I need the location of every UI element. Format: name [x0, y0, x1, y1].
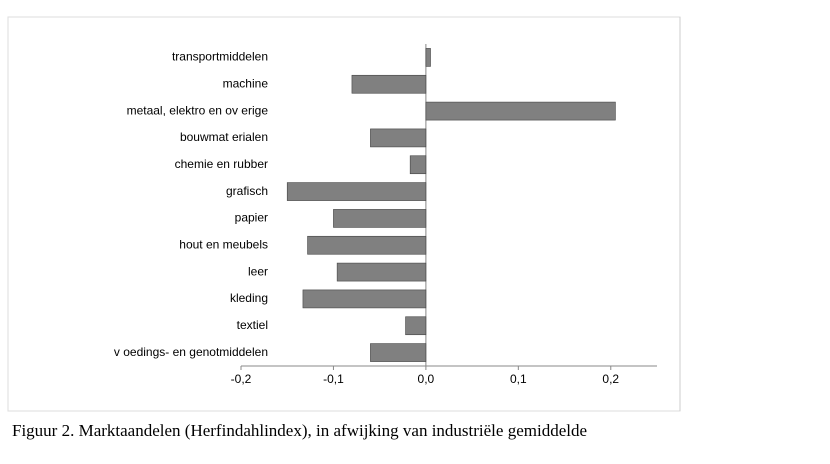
x-tick-label: -0,1: [323, 372, 344, 386]
caption: Figuur 2. Marktaandelen (Herfindahlindex…: [12, 421, 587, 440]
x-tick-label: 0,2: [602, 372, 619, 386]
y-tick-label: textiel: [237, 318, 268, 332]
bar: [370, 343, 427, 362]
bar: [425, 101, 616, 121]
bar: [307, 235, 427, 255]
bar: [336, 262, 427, 282]
y-tick-label: bouwmat erialen: [180, 130, 268, 144]
bar: [351, 74, 427, 94]
x-tick-label: 0,1: [510, 372, 527, 386]
x-tick-label: -0,2: [231, 372, 252, 386]
bar: [409, 155, 427, 175]
bar: [302, 289, 427, 309]
y-tick-label: transportmiddelen: [172, 50, 268, 64]
y-tick-label: chemie en rubber: [175, 157, 268, 171]
y-tick-label: hout en meubels: [179, 237, 268, 251]
y-tick-label: v oedings- en genotmiddelen: [114, 345, 268, 359]
bar: [425, 48, 431, 67]
x-tick-label: 0,0: [418, 372, 435, 386]
y-tick-label: papier: [235, 211, 268, 225]
y-tick-label: kleding: [230, 291, 268, 305]
y-tick-label: leer: [248, 264, 268, 278]
y-tick-label: metaal, elektro en ov erige: [127, 103, 269, 117]
bar: [405, 316, 427, 336]
bar: [333, 209, 427, 228]
bar: [286, 182, 427, 201]
y-tick-label: grafisch: [226, 184, 268, 198]
y-tick-label: machine: [223, 76, 269, 90]
bar: [370, 128, 427, 148]
